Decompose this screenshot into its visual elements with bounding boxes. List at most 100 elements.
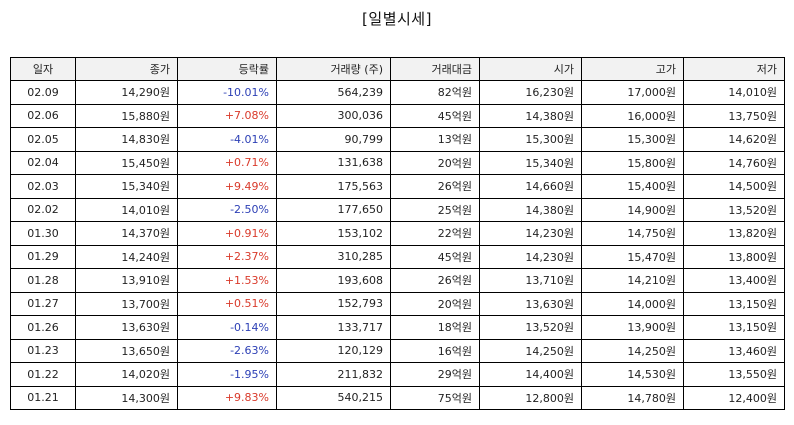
cell-volume: 152,793 — [276, 291, 391, 316]
cell-date: 02.02 — [10, 197, 76, 222]
cell-open: 14,230원 — [479, 244, 582, 269]
cell-date: 02.04 — [10, 150, 76, 175]
column-header-open: 시가 — [479, 57, 582, 81]
cell-open: 14,400원 — [479, 362, 582, 387]
cell-high: 15,800원 — [581, 150, 684, 175]
cell-change: -4.01% — [177, 127, 277, 152]
cell-high: 15,470원 — [581, 244, 684, 269]
cell-volume: 175,563 — [276, 174, 391, 199]
cell-high: 17,000원 — [581, 80, 684, 105]
cell-date: 02.09 — [10, 80, 76, 105]
cell-change: +0.71% — [177, 150, 277, 175]
cell-open: 13,630원 — [479, 291, 582, 316]
cell-volume: 300,036 — [276, 103, 391, 128]
column-header-low: 저가 — [683, 57, 785, 81]
table-row: 02.06 15,880원 +7.08% 300,036 45억원 14,380원 16,0… — [10, 103, 785, 128]
cell-amount: 26억원 — [390, 174, 480, 199]
column-header-volume: 거래량 (주) — [276, 57, 391, 81]
cell-open: 14,230원 — [479, 221, 582, 246]
cell-close: 13,630원 — [75, 315, 178, 340]
cell-date: 01.27 — [10, 291, 76, 316]
cell-date: 01.30 — [10, 221, 76, 246]
cell-low: 13,150원 — [683, 315, 785, 340]
cell-high: 14,780원 — [581, 385, 684, 410]
cell-close: 13,650원 — [75, 338, 178, 363]
cell-amount: 82억원 — [390, 80, 480, 105]
cell-change: +9.83% — [177, 385, 277, 410]
cell-date: 01.28 — [10, 268, 76, 293]
cell-open: 14,380원 — [479, 197, 582, 222]
cell-volume: 153,102 — [276, 221, 391, 246]
cell-change: +0.91% — [177, 221, 277, 246]
column-header-change: 등락률 — [177, 57, 277, 81]
cell-amount: 22억원 — [390, 221, 480, 246]
cell-low: 13,150원 — [683, 291, 785, 316]
cell-close: 14,020원 — [75, 362, 178, 387]
table-row: 02.03 15,340원 +9.49% 175,563 26억원 14,660원 15,4… — [10, 174, 785, 199]
cell-close: 14,370원 — [75, 221, 178, 246]
cell-amount: 18억원 — [390, 315, 480, 340]
cell-amount: 20억원 — [390, 291, 480, 316]
cell-close: 14,300원 — [75, 385, 178, 410]
cell-low: 13,550원 — [683, 362, 785, 387]
daily-price-table: 일자 종가 등락률 거래량 (주) 거래대금 시가 고가 저가 02.09 14,… — [10, 57, 785, 410]
column-header-high: 고가 — [581, 57, 684, 81]
cell-volume: 133,717 — [276, 315, 391, 340]
cell-high: 16,000원 — [581, 103, 684, 128]
cell-low: 13,520원 — [683, 197, 785, 222]
cell-high: 14,530원 — [581, 362, 684, 387]
cell-low: 13,820원 — [683, 221, 785, 246]
cell-open: 15,340원 — [479, 150, 582, 175]
cell-change: +0.51% — [177, 291, 277, 316]
cell-open: 13,710원 — [479, 268, 582, 293]
cell-volume: 131,638 — [276, 150, 391, 175]
column-header-close: 종가 — [75, 57, 178, 81]
cell-close: 14,240원 — [75, 244, 178, 269]
table-row: 02.09 14,290원 -10.01% 564,239 82억원 16,230원 17,… — [10, 80, 785, 105]
cell-amount: 75억원 — [390, 385, 480, 410]
cell-high: 15,400원 — [581, 174, 684, 199]
cell-close: 15,450원 — [75, 150, 178, 175]
table-row: 01.26 13,630원 -0.14% 133,717 18억원 13,520원 13,9… — [10, 315, 785, 340]
cell-volume: 193,608 — [276, 268, 391, 293]
cell-amount: 16억원 — [390, 338, 480, 363]
cell-close: 14,830원 — [75, 127, 178, 152]
cell-change: +1.53% — [177, 268, 277, 293]
cell-low: 13,460원 — [683, 338, 785, 363]
cell-change: +2.37% — [177, 244, 277, 269]
table-row: 02.02 14,010원 -2.50% 177,650 25억원 14,380원 14,9… — [10, 197, 785, 222]
cell-change: -2.63% — [177, 338, 277, 363]
column-header-amount: 거래대금 — [390, 57, 480, 81]
table-row: 02.05 14,830원 -4.01% 90,799 13억원 15,300원 15,30… — [10, 127, 785, 152]
cell-open: 16,230원 — [479, 80, 582, 105]
table-row: 01.22 14,020원 -1.95% 211,832 29억원 14,400원 14,5… — [10, 362, 785, 387]
table-row: 01.30 14,370원 +0.91% 153,102 22억원 14,230원 14,7… — [10, 221, 785, 246]
cell-volume: 540,215 — [276, 385, 391, 410]
cell-high: 14,750원 — [581, 221, 684, 246]
cell-close: 13,700원 — [75, 291, 178, 316]
cell-open: 14,380원 — [479, 103, 582, 128]
table-row: 02.04 15,450원 +0.71% 131,638 20억원 15,340원 15,8… — [10, 150, 785, 175]
cell-date: 02.03 — [10, 174, 76, 199]
cell-volume: 90,799 — [276, 127, 391, 152]
cell-volume: 177,650 — [276, 197, 391, 222]
cell-change: -10.01% — [177, 80, 277, 105]
cell-low: 14,620원 — [683, 127, 785, 152]
cell-change: -0.14% — [177, 315, 277, 340]
table-row: 01.28 13,910원 +1.53% 193,608 26억원 13,710원 14,2… — [10, 268, 785, 293]
cell-open: 14,660원 — [479, 174, 582, 199]
cell-high: 14,250원 — [581, 338, 684, 363]
cell-date: 01.23 — [10, 338, 76, 363]
cell-amount: 20억원 — [390, 150, 480, 175]
cell-high: 14,900원 — [581, 197, 684, 222]
cell-low: 13,750원 — [683, 103, 785, 128]
table-row: 01.23 13,650원 -2.63% 120,129 16억원 14,250원 14,2… — [10, 338, 785, 363]
column-header-date: 일자 — [10, 57, 76, 81]
cell-amount: 26억원 — [390, 268, 480, 293]
cell-low: 14,500원 — [683, 174, 785, 199]
cell-change: +9.49% — [177, 174, 277, 199]
cell-high: 14,000원 — [581, 291, 684, 316]
cell-amount: 45억원 — [390, 244, 480, 269]
cell-close: 14,010원 — [75, 197, 178, 222]
cell-open: 13,520원 — [479, 315, 582, 340]
